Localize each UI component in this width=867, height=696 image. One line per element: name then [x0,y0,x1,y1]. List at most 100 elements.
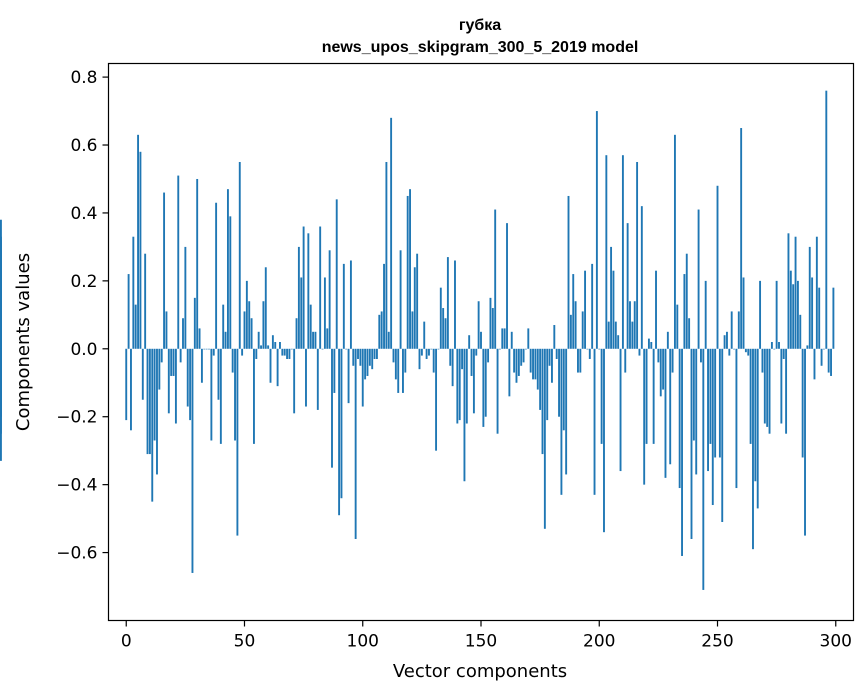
bar-114 [394,348,397,380]
bar-279 [785,348,788,434]
bar-198 [593,348,596,495]
bar-290 [811,277,814,349]
bar-32 [200,348,203,383]
x-axis-label: Vector components [393,661,567,682]
bar-108 [380,311,383,349]
bar-248 [711,348,714,506]
bar-206 [612,270,615,349]
bar-139 [454,260,456,349]
bar-226 [659,348,662,397]
bar-0 [125,348,128,421]
bar-168 [522,348,525,363]
bar-218 [640,206,643,349]
bar-48 [238,161,241,349]
bar-253 [723,335,726,349]
bar-6 [139,151,142,349]
bar-119 [406,195,409,349]
bar-223 [652,348,655,444]
bar-107 [378,314,381,349]
bar-212 [626,223,629,349]
bar-5 [137,134,140,349]
bar-169 [524,348,527,350]
bar-2 [130,348,132,431]
bar-127 [425,348,428,359]
y-tick-label: 0.0 [70,340,97,360]
bar-241 [695,348,698,475]
bar-185 [562,348,565,431]
bar-151 [482,348,485,427]
bar-201 [600,348,603,444]
bar-149 [477,301,480,349]
bar-158 [498,348,501,350]
bar-190 [574,301,577,349]
bar-197 [591,263,594,349]
bar-153 [487,348,490,363]
bar-268 [759,280,762,349]
bar-90 [338,348,341,516]
bar-210 [621,155,624,349]
bar-62 [271,335,274,349]
bar-91 [340,348,343,499]
bar-220 [645,348,648,444]
bar-131 [435,348,438,451]
bar-167 [520,348,523,366]
bar-53 [250,318,253,349]
bar-232 [673,134,676,349]
bar-41 [222,304,225,349]
bar-192 [579,348,582,373]
bar-137 [449,348,452,366]
bar-65 [279,342,281,349]
bar-58 [262,301,265,349]
bar-14 [158,348,161,390]
bar-166 [517,348,520,376]
bar-82 [319,226,322,349]
bar-222 [650,342,653,349]
bar-285 [799,314,802,349]
bar-250 [716,185,719,349]
bar-17 [165,311,168,349]
bar-186 [565,348,568,475]
bar-123 [416,253,419,349]
bar-101 [364,348,367,380]
y-axis-label: Components values [13,253,34,431]
bar-286 [801,348,804,458]
bar-141 [458,348,461,421]
bar-260 [740,128,743,349]
bar-42 [224,331,227,349]
bar-216 [636,161,639,349]
bar-221 [647,338,650,349]
bar-177 [543,348,546,529]
bar-267 [756,348,759,509]
y-tick-label: 0.6 [70,136,97,156]
bar-155 [491,308,494,349]
bar-173 [534,348,537,380]
chart-title: губка [459,17,501,34]
bar-84 [323,277,326,349]
bar-120 [409,189,411,349]
bar-238 [688,318,691,349]
bar-140 [456,348,459,424]
bar-81 [316,348,319,410]
bar-252 [721,348,724,522]
bar-68 [286,348,289,359]
bar-21 [174,348,177,424]
bar-228 [664,348,667,478]
bar-45 [231,348,234,373]
bar-66 [281,348,284,356]
bar-87 [331,348,333,468]
bar-undefined [0,348,2,461]
bar-113 [392,348,395,363]
bar-287 [804,348,806,536]
bar-242 [697,209,700,349]
y-tick-label: −0.2 [56,408,97,428]
bar-263 [747,348,750,356]
bar-246 [707,348,709,472]
bar-266 [754,348,757,482]
bar-44 [229,216,232,349]
bar-203 [605,155,608,349]
bar-274 [773,348,776,350]
bar-72 [295,318,298,349]
bar-294 [820,348,823,366]
bar-125 [420,348,423,356]
